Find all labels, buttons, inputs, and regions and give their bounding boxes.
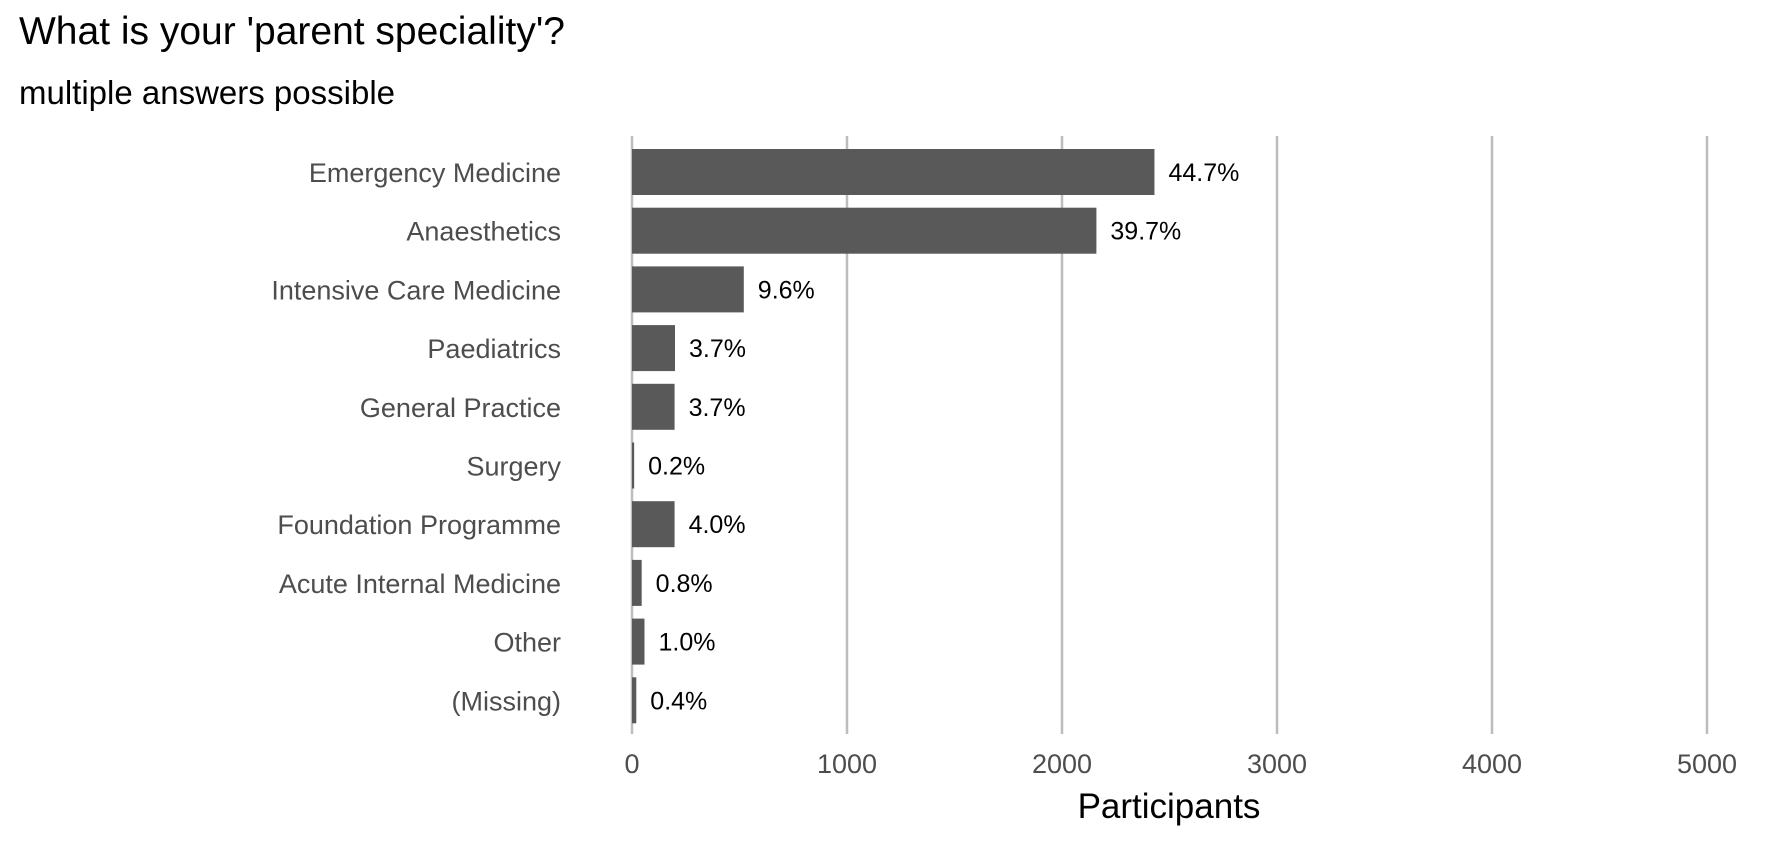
- bar-value-label-2: 9.6%: [758, 276, 815, 304]
- x-tick-label-2: 2000: [1032, 749, 1092, 779]
- bar-2: [632, 266, 744, 313]
- bar-5: [632, 442, 635, 489]
- bar-value-label-9: 0.4%: [650, 687, 707, 715]
- bar-8: [632, 618, 645, 665]
- bar-value-label-5: 0.2%: [648, 453, 705, 481]
- bar-value-label-8: 1.0%: [658, 629, 715, 657]
- bar-0: [632, 149, 1155, 195]
- category-label-7: Acute Internal Medicine: [279, 569, 561, 599]
- bar-4: [632, 383, 675, 430]
- category-label-0: Emergency Medicine: [309, 158, 561, 188]
- bars: [632, 149, 1155, 724]
- chart-title: What is your 'parent speciality'?: [19, 10, 565, 53]
- category-label-3: Paediatrics: [427, 334, 561, 364]
- bar-value-label-1: 39.7%: [1110, 218, 1181, 246]
- x-axis-title: Participants: [1078, 787, 1261, 826]
- x-tick-label-3: 3000: [1247, 749, 1307, 779]
- bar-value-labels: 44.7% 39.7% 9.6% 3.7% 3.7% 0.2% 4.0% 0.8% 1.0% 0.…: [648, 159, 1239, 715]
- chart-subtitle: multiple answers possible: [19, 74, 396, 111]
- category-label-2: Intensive Care Medicine: [271, 275, 561, 305]
- category-label-1: Anaesthetics: [406, 217, 561, 247]
- category-label-6: Foundation Programme: [277, 510, 561, 540]
- category-label-4: General Practice: [360, 393, 561, 423]
- bar-3: [632, 325, 675, 372]
- category-label-8: Other: [493, 628, 561, 658]
- bar-7: [632, 559, 642, 606]
- category-label-5: Surgery: [466, 452, 561, 482]
- bar-value-label-4: 3.7%: [689, 394, 746, 422]
- bar-1: [632, 207, 1097, 254]
- bar-6: [632, 501, 675, 548]
- bar-value-label-7: 0.8%: [656, 570, 713, 598]
- bar-value-label-3: 3.7%: [689, 335, 746, 363]
- x-tick-label-1: 1000: [817, 749, 877, 779]
- x-tick-label-0: 0: [624, 749, 639, 779]
- bar-value-label-6: 4.0%: [689, 511, 746, 539]
- bar-9: [632, 677, 637, 724]
- x-tick-label-4: 4000: [1462, 749, 1522, 779]
- bar-value-label-0: 44.7%: [1168, 159, 1239, 187]
- x-axis-ticks: 0 1000 2000 3000 4000 5000: [624, 749, 1737, 779]
- category-label-9: (Missing): [451, 686, 561, 716]
- x-tick-label-5: 5000: [1677, 749, 1737, 779]
- category-labels: Emergency Medicine Anaesthetics Intensive …: [271, 158, 561, 716]
